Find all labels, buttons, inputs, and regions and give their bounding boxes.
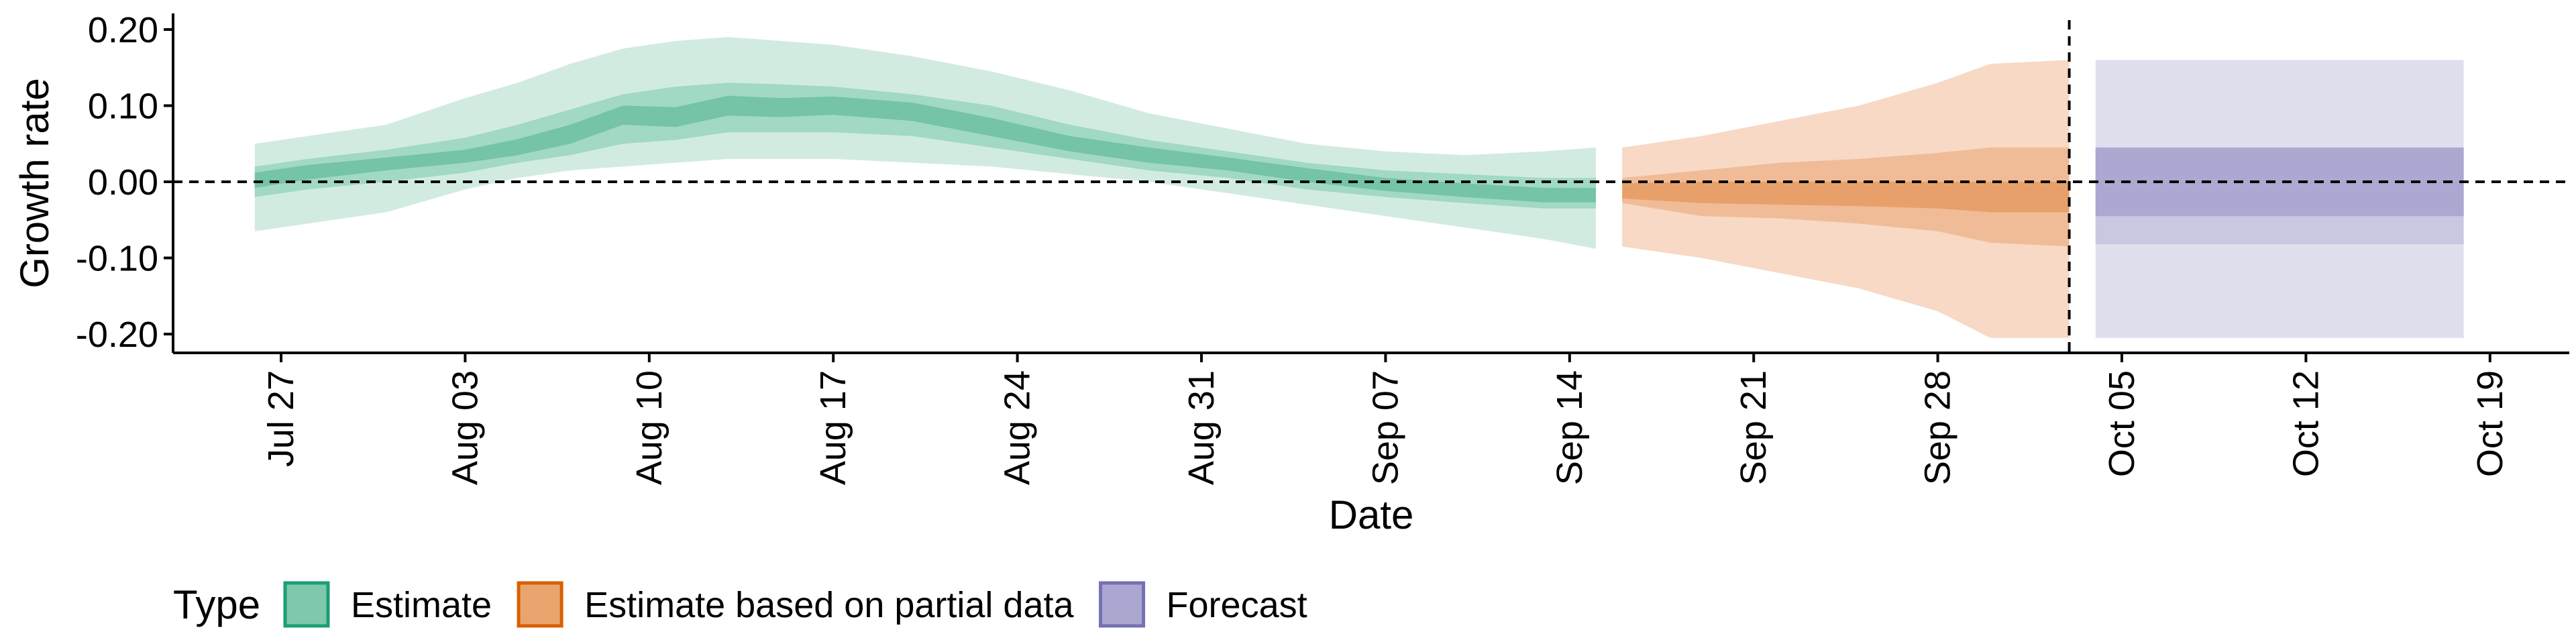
series-1 xyxy=(254,37,1596,249)
legend-swatch-3 xyxy=(1099,581,1146,628)
legend-title: Type xyxy=(173,582,260,627)
x-tick-label: Oct 12 xyxy=(2286,370,2326,477)
x-tick-label: Oct 05 xyxy=(2102,370,2142,477)
x-tick-label: Aug 17 xyxy=(813,370,853,485)
ticks: 0.20 0.10 0.00 -0.10 -0.20 Jul 27 Aug 03 Aug 10… xyxy=(76,10,2510,485)
legend-label-3: Forecast xyxy=(1167,585,1307,625)
y-tick-label: 0.00 xyxy=(88,162,158,203)
reference-lines xyxy=(173,20,2569,353)
legend-swatch-1 xyxy=(283,581,330,628)
y-tick-label: -0.20 xyxy=(76,315,158,355)
x-tick-label: Aug 31 xyxy=(1181,370,1222,485)
x-tick-label: Aug 10 xyxy=(629,370,669,485)
x-tick-label: Sep 07 xyxy=(1365,370,1405,485)
legend: Type Estimate Estimate based on partial d… xyxy=(173,581,1307,628)
series-2 xyxy=(1622,60,2070,338)
x-axis-title: Date xyxy=(1329,492,1414,537)
x-tick-label: Jul 27 xyxy=(261,370,301,467)
x-tick-label: Sep 21 xyxy=(1733,370,1774,485)
band-inner xyxy=(1622,182,2070,213)
x-tick-label: Aug 03 xyxy=(445,370,485,485)
y-tick-label: 0.20 xyxy=(88,10,158,50)
band-inner xyxy=(2095,147,2464,217)
x-tick-label: Sep 28 xyxy=(1918,370,1958,485)
x-tick-label: Aug 24 xyxy=(998,370,1038,485)
band-middle xyxy=(254,83,1596,209)
series-3 xyxy=(2095,60,2464,338)
series-bands xyxy=(254,37,2464,338)
y-tick-label: -0.10 xyxy=(76,239,158,279)
y-axis-title: Growth rate xyxy=(12,78,57,288)
legend-swatch-2 xyxy=(517,581,564,628)
x-tick-label: Oct 19 xyxy=(2470,370,2510,477)
band-outer xyxy=(254,37,1596,249)
legend-label-1: Estimate xyxy=(351,585,492,625)
legend-label-2: Estimate based on partial data xyxy=(584,585,1074,625)
band-inner xyxy=(254,95,1596,203)
y-tick-label: 0.10 xyxy=(88,87,158,127)
x-tick-label: Sep 14 xyxy=(1550,370,1590,485)
